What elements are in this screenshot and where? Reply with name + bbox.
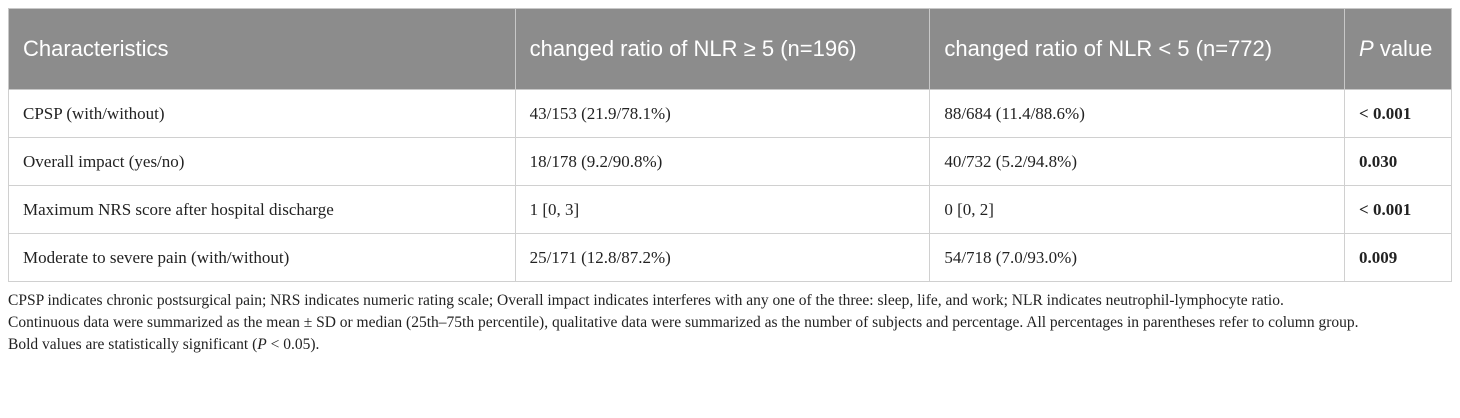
header-cell: Characteristics (8, 8, 516, 90)
table-row: Overall impact (yes/no) 18/178 (9.2/90.8%… (8, 137, 1452, 186)
table-row: CPSP (with/without) 43/153 (21.9/78.1%) 88… (8, 89, 1452, 138)
table-cell: 0 [0, 2] (929, 185, 1346, 234)
p-value-cell: 0.009 (1344, 233, 1452, 282)
table-cell: Overall impact (yes/no) (8, 137, 516, 186)
p-value-cell: < 0.001 (1344, 185, 1452, 234)
footnote: CPSP indicates chronic postsurgical pain… (8, 292, 1284, 309)
header-row: Characteristics changed ratio of NLR ≥ 5… (8, 8, 1452, 90)
footnote: Continuous data were summarized as the m… (8, 314, 1359, 331)
table-row: Moderate to severe pain (with/without) 25… (8, 233, 1452, 282)
footnote-text: Bold values are statistically significan… (8, 336, 258, 353)
footnote-text: < 0.05). (266, 336, 320, 353)
table-cell: Moderate to severe pain (with/without) (8, 233, 516, 282)
table-row: Maximum NRS score after hospital dischar… (8, 185, 1452, 234)
p-value-cell: 0.030 (1344, 137, 1452, 186)
table-cell: 1 [0, 3] (514, 185, 931, 234)
table-cell: 88/684 (11.4/88.6%) (929, 89, 1346, 138)
footnote-italic: P (257, 336, 267, 353)
footnotes: CPSP indicates chronic postsurgical pain… (8, 291, 1452, 357)
table-cell: 43/153 (21.9/78.1%) (514, 89, 931, 138)
table-cell: CPSP (with/without) (8, 89, 516, 138)
header-cell: P value (1344, 8, 1452, 90)
table-cell: 40/732 (5.2/94.8%) (929, 137, 1346, 186)
header-cell: changed ratio of NLR ≥ 5 (n=196) (514, 8, 931, 90)
footnote: Bold values are statistically significan… (8, 335, 1452, 355)
table-cell: 25/171 (12.8/87.2%) (514, 233, 931, 282)
header-text: value (1373, 36, 1433, 61)
header-italic: P (1359, 36, 1374, 61)
header-cell: changed ratio of NLR < 5 (n=772) (929, 8, 1346, 90)
table-cell: 54/718 (7.0/93.0%) (929, 233, 1346, 282)
table-cell: Maximum NRS score after hospital dischar… (8, 185, 516, 234)
data-table: Characteristics changed ratio of NLR ≥ 5… (8, 8, 1452, 282)
p-value-cell: < 0.001 (1344, 89, 1452, 138)
table-cell: 18/178 (9.2/90.8%) (514, 137, 931, 186)
